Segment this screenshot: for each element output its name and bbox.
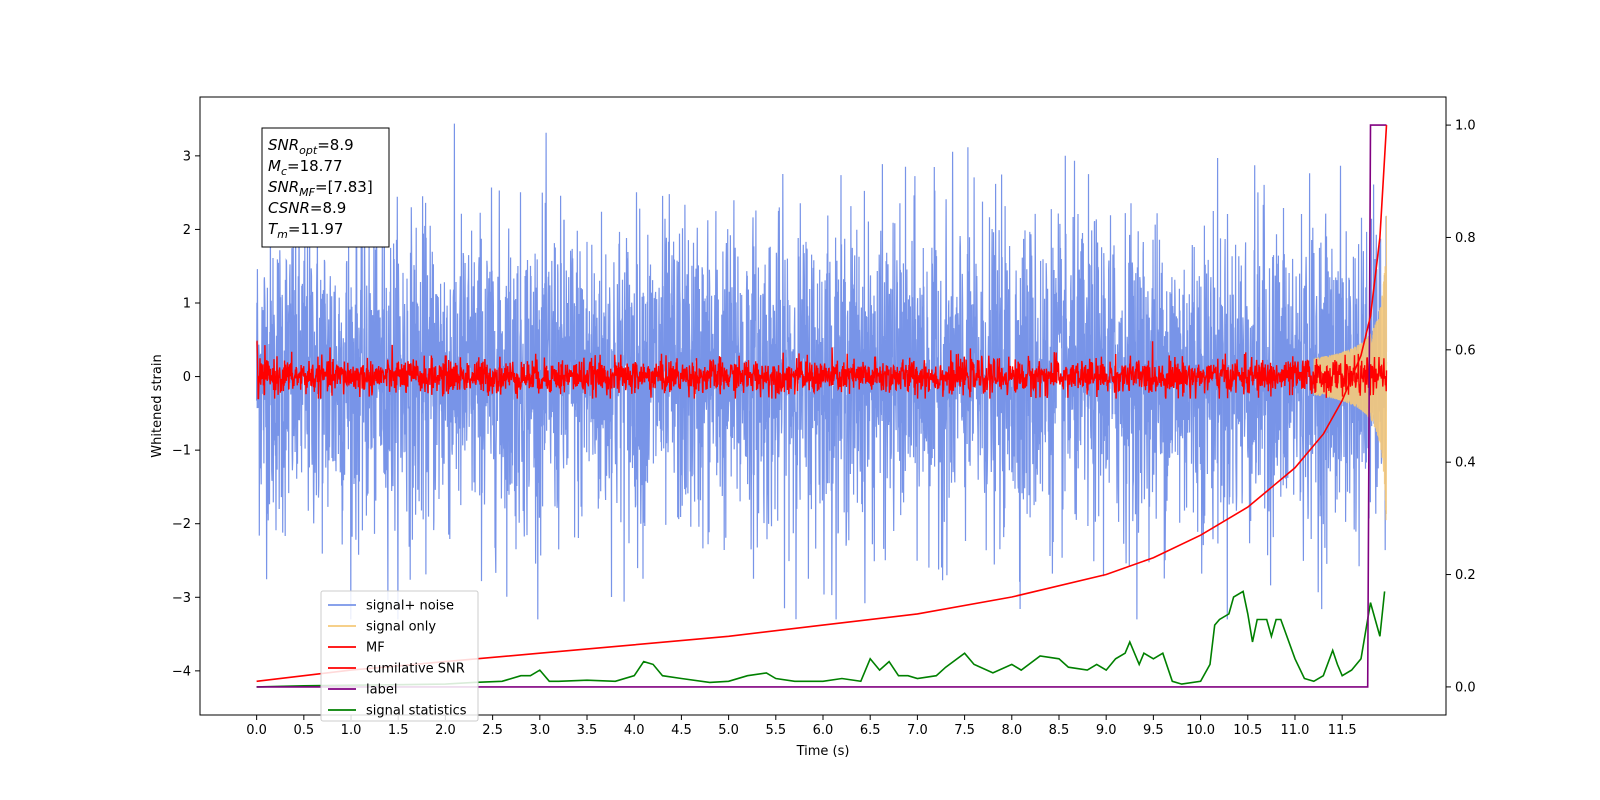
y-axis-right: 1.0 0.8 0.6 0.4 0.2 0.0 xyxy=(1446,119,1476,695)
x-tick-label: 1.0 xyxy=(341,723,362,738)
annotation-value: =11.97 xyxy=(288,220,344,238)
cumilative-snr-line xyxy=(256,125,1388,683)
annotation-subscript: MF xyxy=(299,186,315,199)
annotation-subscript: c xyxy=(281,165,287,178)
annotation-line: Mc=18.77 xyxy=(268,157,343,178)
y-right-tick-label: 1.0 xyxy=(1455,119,1476,134)
annotation-symbol: T xyxy=(268,220,279,238)
legend: signal+ noise signal only MF cumilative SNR… xyxy=(320,590,479,722)
x-tick-label: 6.0 xyxy=(813,723,834,738)
x-tick-label: 2.5 xyxy=(482,723,503,738)
x-tick-label: 8.5 xyxy=(1049,723,1070,738)
mf-line xyxy=(256,340,1388,400)
annotation-subscript: opt xyxy=(299,144,318,157)
annotation-line: CSNR=8.9 xyxy=(268,199,346,217)
y-right-tick-label: 0.6 xyxy=(1455,343,1476,358)
y-right-tick-label: 0.0 xyxy=(1455,680,1476,695)
x-axis-label: Time (s) xyxy=(796,744,850,759)
y-left-tick-label: −4 xyxy=(172,664,191,679)
x-tick-label: 10.0 xyxy=(1186,723,1215,738)
x-tick-label: 7.0 xyxy=(907,723,928,738)
y-left-tick-label: 0 xyxy=(183,370,191,385)
annotation-frame xyxy=(261,127,390,248)
legend-label: cumilative SNR xyxy=(366,662,465,677)
y-right-tick-label: 0.2 xyxy=(1455,568,1476,583)
signal-statistics-line xyxy=(256,590,1386,688)
legend-label: signal only xyxy=(366,620,436,635)
annotation-value: =[7.83] xyxy=(315,178,373,196)
annotation-symbol: M xyxy=(268,157,281,175)
x-tick-label: 8.0 xyxy=(1001,723,1022,738)
x-axis: 0.0 0.5 1.0 1.5 2.0 2.5 3.0 3.5 4.0 4.5 5.0 5.5 6.0 6… xyxy=(246,715,1357,738)
y-left-tick-label: −1 xyxy=(172,444,191,459)
legend-label: MF xyxy=(366,641,385,656)
x-tick-label: 11.5 xyxy=(1328,723,1357,738)
x-tick-label: 4.5 xyxy=(671,723,692,738)
x-tick-label: 7.5 xyxy=(954,723,975,738)
legend-label: signal+ noise xyxy=(366,599,454,614)
label-line xyxy=(256,124,1387,688)
x-tick-label: 5.0 xyxy=(718,723,739,738)
x-tick-label: 5.5 xyxy=(765,723,786,738)
y-right-tick-label: 0.8 xyxy=(1455,231,1476,246)
y-left-tick-label: 2 xyxy=(183,223,191,238)
x-tick-label: 4.0 xyxy=(624,723,645,738)
y-left-tick-label: −3 xyxy=(172,591,191,606)
x-tick-label: 0.0 xyxy=(246,723,267,738)
annotation-value: =8.9 xyxy=(317,136,353,154)
annotation-value: =18.77 xyxy=(287,157,343,175)
annotation-line: Tm=11.97 xyxy=(268,220,343,241)
annotation-line: SNRopt=8.9 xyxy=(268,136,354,157)
legend-frame xyxy=(320,590,479,722)
x-tick-label: 11.0 xyxy=(1280,723,1309,738)
x-tick-label: 3.0 xyxy=(529,723,550,738)
x-tick-label: 10.5 xyxy=(1233,723,1262,738)
y-right-tick-label: 0.4 xyxy=(1455,456,1476,471)
x-tick-label: 9.5 xyxy=(1143,723,1164,738)
annotation-symbol: SNR xyxy=(268,178,299,196)
y-axis-label: Whitened strain xyxy=(150,354,165,457)
right-axis-series-layer xyxy=(256,124,1388,688)
annotation-symbol: SNR xyxy=(268,136,299,154)
legend-label: label xyxy=(366,683,397,698)
x-tick-label: 2.0 xyxy=(435,723,456,738)
y-axis-left: 3 2 1 0 −1 −2 −3 −4 xyxy=(172,149,200,679)
y-left-tick-label: −2 xyxy=(172,517,191,532)
x-tick-label: 3.5 xyxy=(577,723,598,738)
annotation-line: SNRMF=[7.83] xyxy=(268,178,373,199)
annotation-box: SNRopt=8.9Mc=18.77SNRMF=[7.83]CSNR=8.9Tm… xyxy=(261,127,390,248)
legend-label: signal statistics xyxy=(366,704,467,719)
signal-noise-layer xyxy=(256,123,1388,620)
annotation-symbol: CSNR xyxy=(268,199,310,217)
x-tick-label: 9.0 xyxy=(1096,723,1117,738)
x-tick-label: 0.5 xyxy=(293,723,314,738)
annotation-value: =8.9 xyxy=(310,199,346,217)
mf-layer xyxy=(256,340,1388,400)
x-tick-label: 6.5 xyxy=(860,723,881,738)
y-left-tick-label: 1 xyxy=(183,297,191,312)
y-left-tick-label: 3 xyxy=(183,149,191,164)
signal-noise-line xyxy=(256,123,1388,620)
x-tick-label: 1.5 xyxy=(388,723,409,738)
annotation-subscript: m xyxy=(277,228,288,241)
